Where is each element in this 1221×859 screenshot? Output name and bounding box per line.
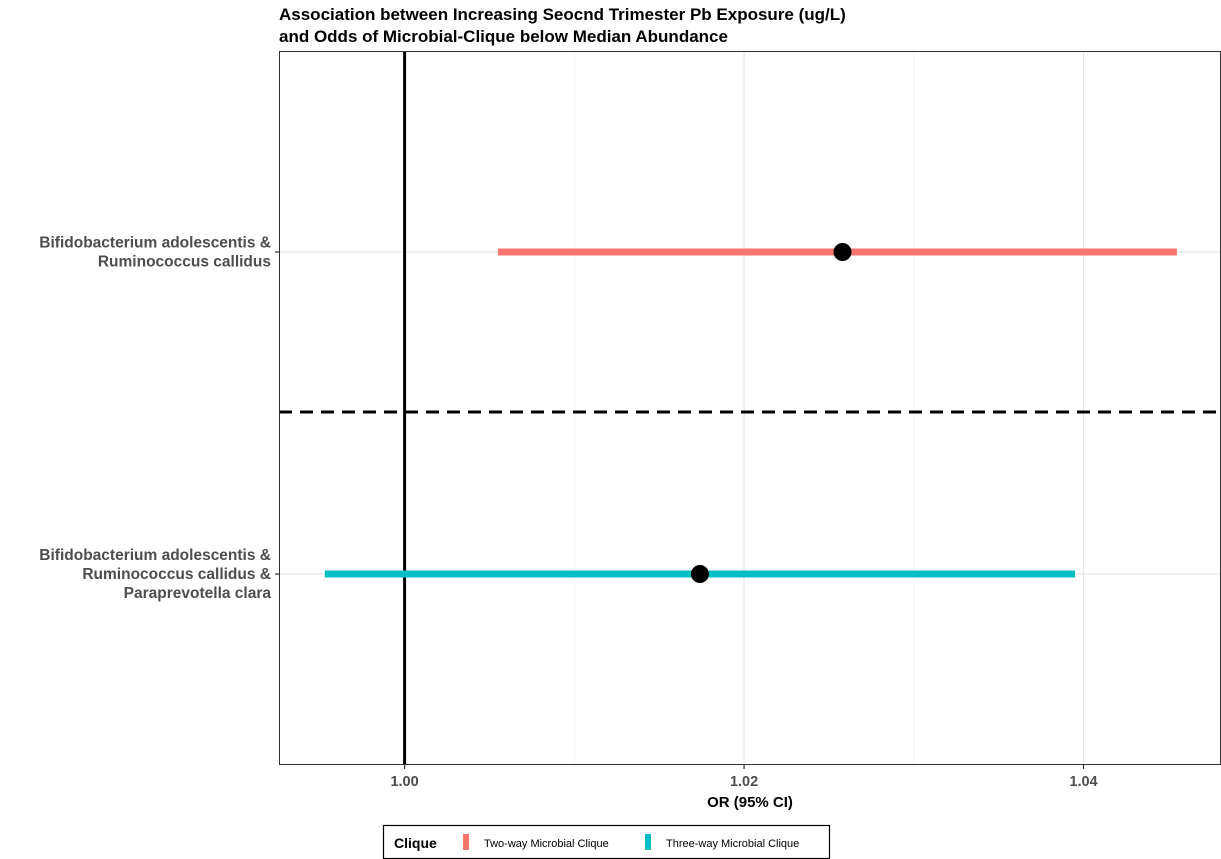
x-axis-title: OR (95% CI)	[707, 794, 793, 811]
legend-key-three-way	[645, 834, 651, 850]
chart-title-line-1: Association between Increasing Seocnd Tr…	[279, 5, 846, 24]
point-estimate-1	[690, 565, 709, 583]
y-tick-label-1-2: Paraprevotella clara	[124, 585, 272, 602]
legend-title: Clique	[394, 835, 437, 851]
x-tick-label-2: 1.04	[1069, 774, 1097, 790]
y-tick-label-1-1: Ruminococcus callidus &	[82, 566, 271, 583]
x-axis: 1.00 1.02 1.04	[390, 765, 1098, 790]
point-estimate-0	[833, 243, 852, 261]
y-tick-label-0-0: Bifidobacterium adolescentis &	[39, 235, 271, 252]
panel-background	[279, 51, 1221, 765]
legend-label-three-way: Three-way Microbial Clique	[666, 838, 799, 850]
y-tick-label-0-1: Ruminococcus callidus	[98, 254, 271, 271]
x-tick-label-0: 1.00	[390, 774, 418, 790]
legend-box	[382, 824, 831, 859]
legend-label-two-way: Two-way Microbial Clique	[484, 838, 609, 850]
legend-key-two-way	[463, 834, 469, 850]
chart-title-line-2: and Odds of Microbial-Clique below Media…	[279, 27, 728, 46]
data-marks	[324, 243, 1177, 583]
y-axis: Bifidobacterium adolescentis & Ruminococc…	[39, 235, 279, 602]
x-tick-label-1: 1.02	[730, 774, 758, 790]
plot-panel	[279, 51, 1221, 765]
y-tick-label-1-0: Bifidobacterium adolescentis &	[39, 547, 271, 564]
legend: Clique Two-way Microbial Clique Three-wa…	[382, 824, 831, 859]
